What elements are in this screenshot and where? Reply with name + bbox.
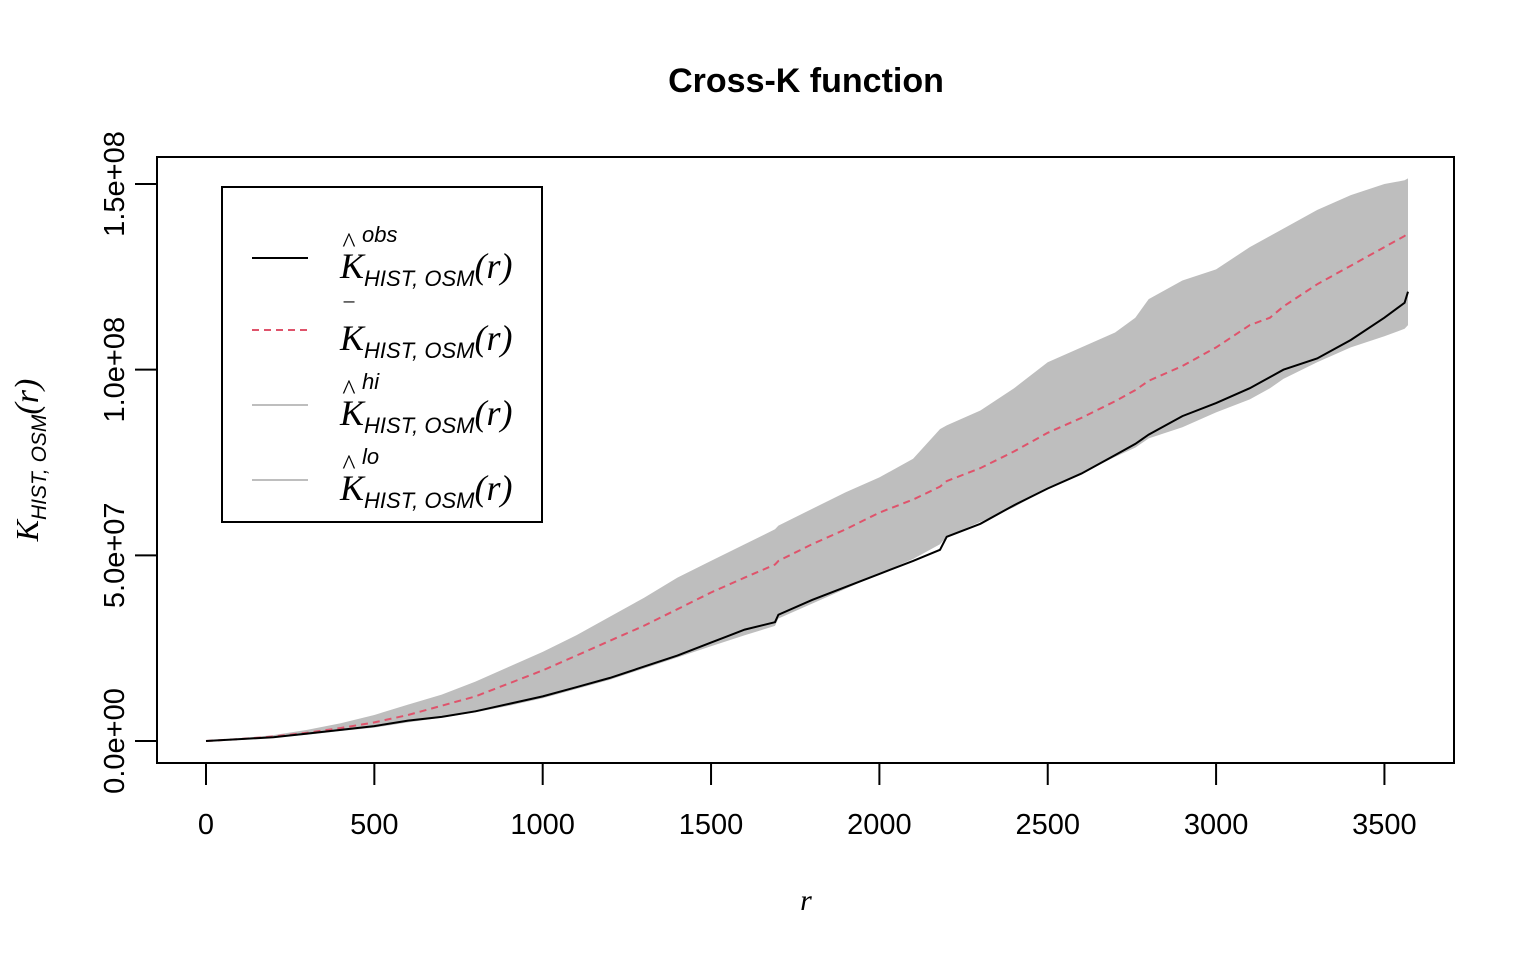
y-axis-label: KHIST, OSM(r) — [9, 379, 51, 543]
x-tick-label: 2000 — [847, 809, 912, 841]
y-tick-label-group: 1.5e+08 — [99, 131, 131, 237]
legend-arg: (r) — [474, 393, 512, 433]
y-tick-label: 5.0e+07 — [99, 502, 131, 608]
y-axis-label-subscript: HIST, OSM — [28, 414, 51, 520]
legend-label: KHIST, OSM(r) — [339, 393, 512, 438]
y-tick-label: 0.0e+00 — [99, 688, 131, 794]
series-line-layer — [205, 231, 1409, 742]
svg-text:KHIST, OSM(r): KHIST, OSM(r) — [9, 379, 51, 543]
y-axis-label-arg: (r) — [9, 379, 46, 415]
legend-label: KHIST, OSM(r) — [339, 246, 512, 291]
y-tick-label: 1.0e+08 — [99, 317, 131, 423]
x-tick-label: 1500 — [679, 809, 744, 841]
legend-symbol: K — [339, 468, 366, 508]
legend-item-hi: KHIST, OSM(r)^ hi — [252, 369, 512, 438]
y-axis: 0.0e+00 5.0e+07 1.0e+08 1.5e+08 — [99, 131, 158, 794]
x-tick-label: 2500 — [1015, 809, 1080, 841]
envelope-band — [206, 178, 1408, 741]
legend-item-obs: KHIST, OSM(r)^ obs — [252, 222, 512, 291]
legend-subscript: HIST, OSM — [364, 338, 475, 363]
y-tick-label-group: 5.0e+07 — [99, 502, 131, 608]
legend-superscript: obs — [362, 222, 397, 247]
legend-accent: ^ — [342, 228, 355, 259]
legend-accent: ^ — [342, 450, 355, 481]
x-tick-label: 1000 — [510, 809, 575, 841]
x-tick-label: 0 — [198, 809, 214, 841]
legend-label: KHIST, OSM(r) — [339, 318, 512, 363]
x-tick-label: 500 — [350, 809, 398, 841]
legend-arg: (r) — [474, 318, 512, 358]
x-axis-label: r — [800, 884, 812, 917]
legend-accent: ‾ — [343, 300, 355, 331]
x-axis: 0 500 1000 1500 2000 2500 3000 3500 — [198, 762, 1417, 841]
legend-subscript: HIST, OSM — [364, 266, 475, 291]
series-line-obs — [205, 291, 1409, 742]
y-tick-label-group: 0.0e+00 — [99, 688, 131, 794]
legend-box — [221, 186, 543, 523]
y-axis-label-main: K — [9, 518, 45, 542]
legend-arg: (r) — [474, 246, 512, 286]
envelope-band-layer — [206, 178, 1408, 741]
x-tick-label: 3000 — [1184, 809, 1249, 841]
legend-symbol: K — [339, 393, 366, 433]
y-tick-label-group: 1.0e+08 — [99, 317, 131, 423]
x-tick-label: 3500 — [1352, 809, 1417, 841]
chart-title: Cross-K function — [668, 62, 944, 100]
legend-subscript: HIST, OSM — [364, 488, 475, 513]
legend-symbol: K — [339, 318, 366, 358]
legend-item-mean: KHIST, OSM(r)‾ — [252, 300, 512, 363]
y-tick-label: 1.5e+08 — [99, 131, 131, 237]
legend-item-lo: KHIST, OSM(r)^ lo — [252, 444, 512, 513]
legend-label: KHIST, OSM(r) — [339, 468, 512, 513]
legend-accent: ^ — [342, 375, 355, 406]
legend-superscript: hi — [362, 369, 380, 394]
legend-arg: (r) — [474, 468, 512, 508]
legend-subscript: HIST, OSM — [364, 413, 475, 438]
legend-symbol: K — [339, 246, 366, 286]
legend-superscript: lo — [362, 444, 379, 469]
series-line-mean — [205, 231, 1409, 742]
